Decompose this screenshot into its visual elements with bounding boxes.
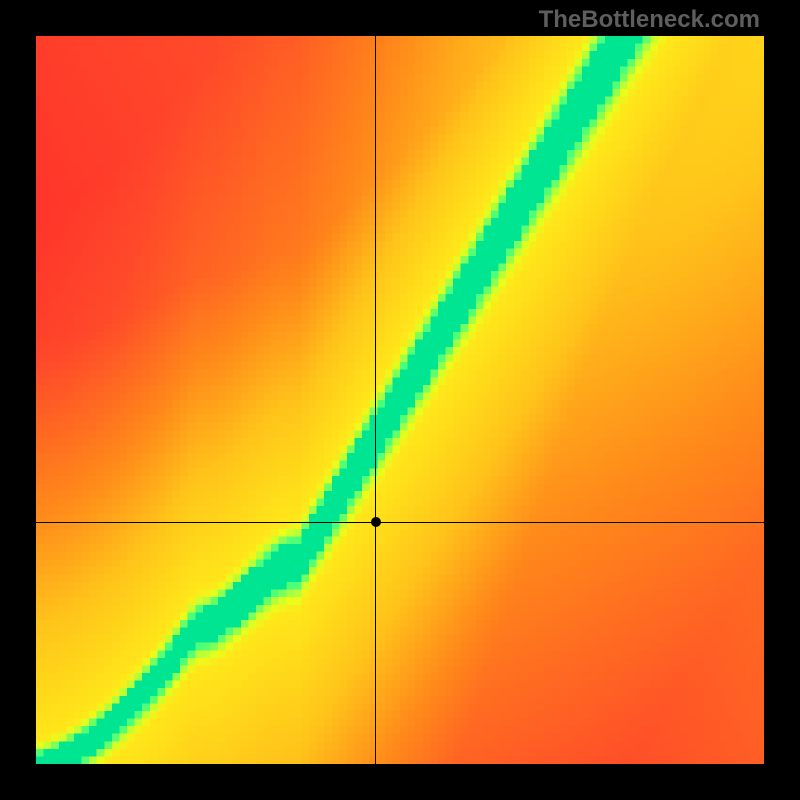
bottleneck-heatmap (36, 36, 764, 764)
watermark-text: TheBottleneck.com (539, 6, 760, 34)
chart-container: TheBottleneck.com (0, 0, 800, 800)
